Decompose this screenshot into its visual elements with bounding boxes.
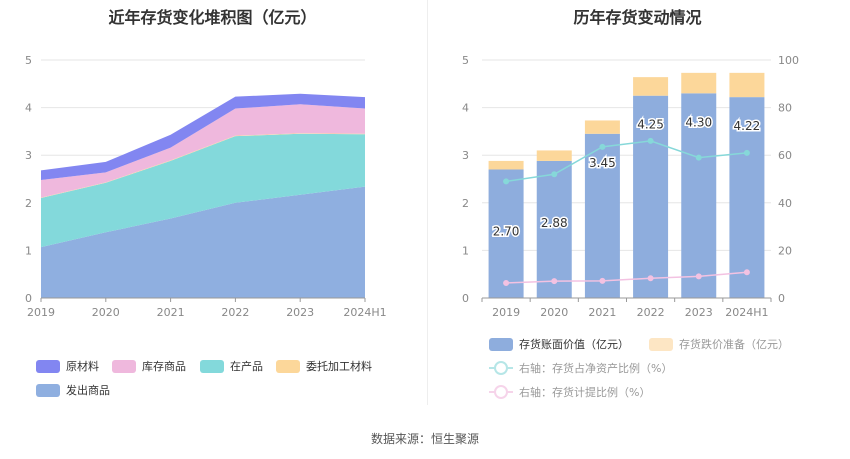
area-发出商品 <box>41 186 365 298</box>
bar-value-label: 4.22 <box>734 119 761 133</box>
legend-label: 在产品 <box>230 360 263 373</box>
bar-impairment <box>536 150 572 161</box>
line-point <box>503 280 510 287</box>
y-left-tick-label: 0 <box>462 292 469 305</box>
y-right-tick-label: 40 <box>778 197 792 210</box>
line-point <box>599 143 606 150</box>
x-tick-label: 2021 <box>157 306 185 319</box>
legend-label: 右轴：存货占净资产比例（%） <box>519 362 673 375</box>
bar-impairment <box>681 72 717 94</box>
legend-swatch <box>36 383 60 397</box>
line-inventory-ratio <box>505 140 747 183</box>
legend-swatch <box>200 359 224 373</box>
bar-book-value <box>729 97 765 299</box>
bar-book-value <box>536 160 572 298</box>
legend-label: 库存商品 <box>142 360 186 373</box>
legend-swatch <box>649 337 673 351</box>
y-tick-label: 3 <box>25 149 32 162</box>
legend-swatch <box>489 337 513 351</box>
legend-item-raw-materials[interactable]: 原材料 <box>36 358 99 374</box>
x-tick-label: 2022 <box>221 306 249 319</box>
legend-item-inventory-ratio[interactable]: 右轴：存货占净资产比例（%） <box>489 360 672 376</box>
chart-divider <box>427 0 428 405</box>
x-tick-label: 2020 <box>540 306 568 319</box>
legend-item-provision-ratio[interactable]: 右轴：存货计提比例（%） <box>489 384 650 400</box>
y-tick-label: 0 <box>25 292 32 305</box>
legend-label: 原材料 <box>66 360 99 373</box>
line-point <box>695 154 702 161</box>
legend-item-goods-shipped[interactable]: 发出商品 <box>36 382 110 398</box>
bar-value-label: 2.88 <box>541 216 568 230</box>
x-tick-label: 2020 <box>92 306 120 319</box>
bar-value-label: 3.45 <box>589 156 616 170</box>
y-right-tick-label: 20 <box>778 244 792 257</box>
line-point <box>647 137 654 144</box>
x-tick-label: 2019 <box>492 306 520 319</box>
y-left-tick-label: 5 <box>462 54 469 67</box>
legend-label: 右轴：存货计提比例（%） <box>519 386 651 399</box>
y-left-tick-label: 4 <box>462 102 469 115</box>
inventory-stacked-area-chart: 0 1 2 3 4 5 2019 2020 2021 2022 2023 2024H1 <box>25 54 387 319</box>
legend-swatch <box>112 359 136 373</box>
line-point <box>599 277 606 284</box>
area-在产品 <box>41 133 365 248</box>
line-point <box>551 171 558 178</box>
legend-item-book-value[interactable]: 存货账面价值（亿元） <box>489 336 629 352</box>
area-原材料 <box>41 93 365 180</box>
legend-label: 发出商品 <box>66 384 110 397</box>
y-tick-label: 1 <box>25 244 32 257</box>
legend-label: 委托加工材料 <box>306 360 372 373</box>
line-point <box>551 278 558 285</box>
x-tick-label: 2022 <box>637 306 665 319</box>
legend-label: 存货账面价值（亿元） <box>519 338 629 351</box>
line-marker-icon <box>489 361 513 375</box>
y-right-tick-label: 100 <box>778 54 799 67</box>
legend-label: 存货跌价准备（亿元） <box>679 338 789 351</box>
bar-impairment <box>729 72 765 98</box>
bar-book-value <box>633 95 669 298</box>
inventory-change-bar-chart: 0 1 2 3 4 5 0 20 40 60 80 100 2019 2020 2021 2022 2023 20… <box>462 54 799 319</box>
x-tick-label: 2024H1 <box>725 306 768 319</box>
y-right-tick-label: 80 <box>778 102 792 115</box>
x-tick-label: 2023 <box>286 306 314 319</box>
data-source: 数据来源：恒生聚源 <box>370 432 479 446</box>
area-库存商品 <box>41 104 365 198</box>
bar-value-label: 2.70 <box>493 224 520 238</box>
legend-item-impairment[interactable]: 存货跌价准备（亿元） <box>649 336 789 352</box>
y-left-tick-label: 1 <box>462 244 469 257</box>
y-tick-label: 5 <box>25 54 32 67</box>
bar-value-label: 4.25 <box>637 118 664 132</box>
left-chart-title: 近年存货变化堆积图（亿元） <box>108 8 317 27</box>
x-tick-label: 2021 <box>588 306 616 319</box>
line-point <box>647 275 654 282</box>
line-provision-ratio <box>506 271 747 284</box>
legend-swatch <box>276 359 300 373</box>
bar-book-value <box>584 133 620 298</box>
y-left-tick-label: 3 <box>462 149 469 162</box>
y-right-tick-label: 0 <box>778 292 785 305</box>
line-point <box>743 269 750 276</box>
x-tick-label: 2024H1 <box>343 306 386 319</box>
bar-impairment <box>584 120 620 134</box>
x-tick-label: 2019 <box>27 306 55 319</box>
bar-book-value <box>681 93 717 298</box>
line-marker-icon <box>489 385 513 399</box>
y-left-tick-label: 2 <box>462 197 469 210</box>
legend-item-consigned-materials[interactable]: 委托加工材料 <box>276 358 372 374</box>
y-right-tick-label: 60 <box>778 149 792 162</box>
right-chart-title: 历年存货变动情况 <box>573 8 702 27</box>
y-tick-label: 4 <box>25 102 32 115</box>
legend-item-finished-goods[interactable]: 库存商品 <box>112 358 186 374</box>
x-tick-label: 2023 <box>685 306 713 319</box>
bar-value-label: 4.30 <box>685 115 712 129</box>
legend-item-work-in-progress[interactable]: 在产品 <box>200 358 263 374</box>
bar-impairment <box>633 77 669 96</box>
line-point <box>743 149 750 156</box>
line-point <box>695 273 702 280</box>
bar-impairment <box>488 160 524 170</box>
y-tick-label: 2 <box>25 197 32 210</box>
line-point <box>503 178 510 185</box>
bar-book-value <box>488 169 524 298</box>
legend-swatch <box>36 359 60 373</box>
